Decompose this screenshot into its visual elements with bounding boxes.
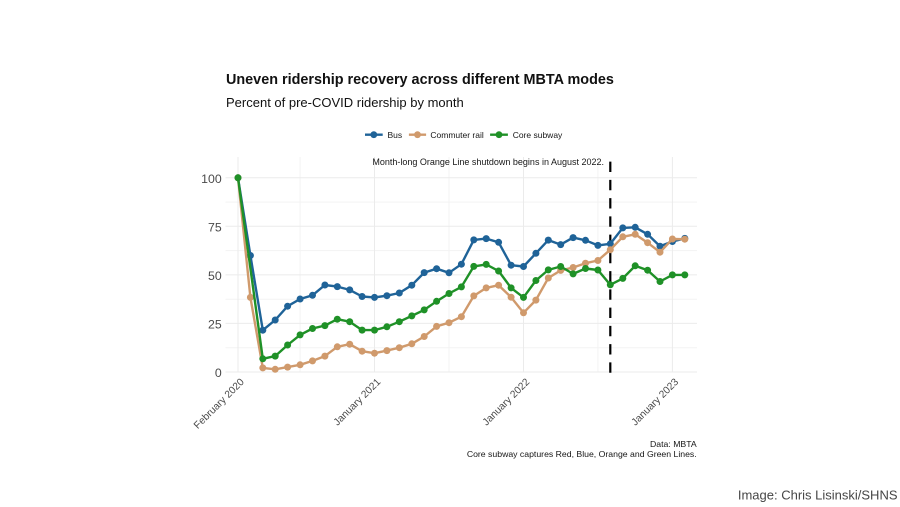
svg-text:Data: MBTA: Data: MBTA bbox=[650, 439, 697, 449]
svg-text:25: 25 bbox=[208, 318, 222, 332]
svg-text:50: 50 bbox=[208, 269, 222, 283]
svg-text:Month-long Orange Line shutdow: Month-long Orange Line shutdown begins i… bbox=[372, 157, 604, 167]
svg-text:0: 0 bbox=[215, 366, 222, 380]
svg-text:Percent of pre-COVID ridership: Percent of pre-COVID ridership by month bbox=[226, 95, 464, 110]
svg-text:Core subway: Core subway bbox=[513, 130, 563, 140]
svg-text:Uneven ridership recovery acro: Uneven ridership recovery across differe… bbox=[226, 72, 614, 88]
svg-text:Bus: Bus bbox=[388, 130, 403, 140]
svg-text:Core subway captures Red, Blue: Core subway captures Red, Blue, Orange a… bbox=[467, 449, 697, 459]
svg-text:Image: Chris Lisinski/SHNS: Image: Chris Lisinski/SHNS bbox=[738, 488, 898, 503]
svg-text:75: 75 bbox=[208, 221, 222, 235]
svg-text:Commuter rail: Commuter rail bbox=[430, 130, 483, 140]
svg-text:100: 100 bbox=[201, 172, 222, 186]
